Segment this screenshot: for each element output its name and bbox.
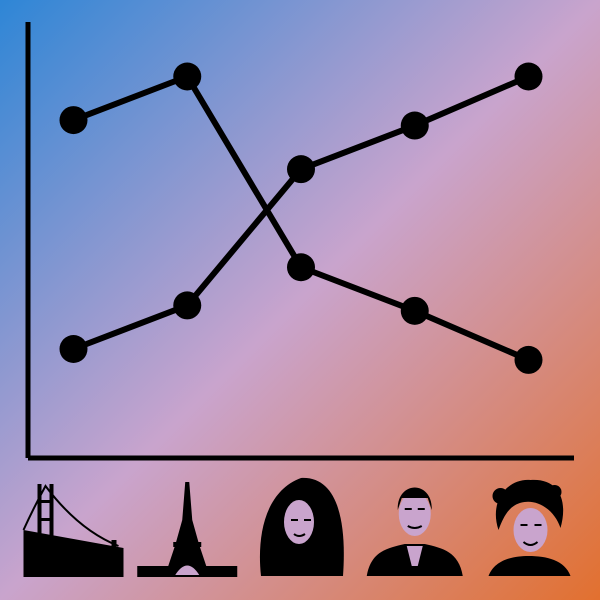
woman-long-hair-portrait-icon (259, 477, 344, 576)
series-2-point-4 (400, 111, 429, 140)
series-1-point-1 (59, 106, 88, 135)
series-1-point-5 (514, 345, 543, 374)
series-1-point-4 (400, 296, 429, 325)
series-1-point-3 (287, 253, 315, 282)
woman-curly-hair-portrait-icon (488, 479, 571, 576)
eiffel-tower-icon (137, 482, 238, 577)
series-2-point-3 (287, 155, 315, 184)
series-2 (59, 62, 543, 363)
series-1-point-2 (173, 62, 202, 91)
man-suit-portrait-icon (366, 487, 463, 576)
series-1 (59, 62, 543, 374)
series-2-point-2 (173, 291, 202, 320)
series-2-point-1 (59, 335, 88, 363)
golden-gate-bridge-icon (22, 484, 124, 577)
series-2-point-5 (514, 62, 543, 91)
